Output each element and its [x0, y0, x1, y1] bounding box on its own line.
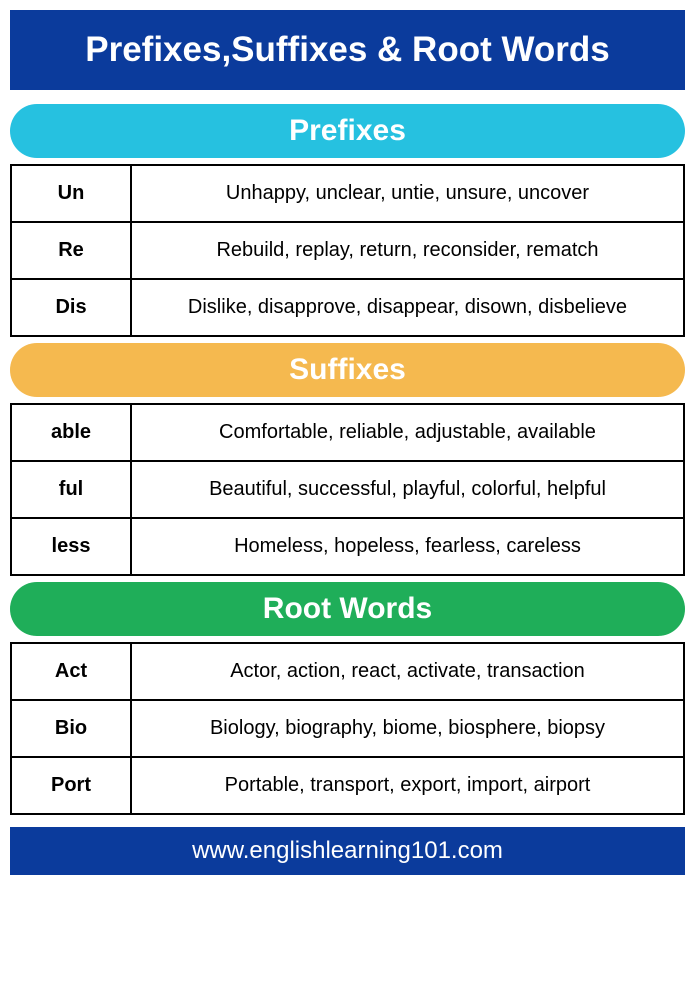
term-cell: less [11, 518, 131, 575]
examples-cell: Rebuild, replay, return, reconsider, rem… [131, 222, 684, 279]
examples-cell: Portable, transport, export, import, air… [131, 757, 684, 814]
term-cell: Re [11, 222, 131, 279]
examples-cell: Beautiful, successful, playful, colorful… [131, 461, 684, 518]
table-root-words: Act Actor, action, react, activate, tran… [10, 642, 685, 815]
examples-cell: Unhappy, unclear, untie, unsure, uncover [131, 165, 684, 222]
term-cell: Bio [11, 700, 131, 757]
term-cell: Act [11, 643, 131, 700]
table-row: able Comfortable, reliable, adjustable, … [11, 404, 684, 461]
term-cell: Dis [11, 279, 131, 336]
section-header-root-words: Root Words [10, 582, 685, 636]
table-row: Act Actor, action, react, activate, tran… [11, 643, 684, 700]
section-header-suffixes: Suffixes [10, 343, 685, 397]
term-cell: able [11, 404, 131, 461]
term-cell: ful [11, 461, 131, 518]
table-row: Dis Dislike, disapprove, disappear, diso… [11, 279, 684, 336]
table-row: less Homeless, hopeless, fearless, carel… [11, 518, 684, 575]
examples-cell: Actor, action, react, activate, transact… [131, 643, 684, 700]
table-prefixes: Un Unhappy, unclear, untie, unsure, unco… [10, 164, 685, 337]
examples-cell: Homeless, hopeless, fearless, careless [131, 518, 684, 575]
term-cell: Port [11, 757, 131, 814]
table-suffixes: able Comfortable, reliable, adjustable, … [10, 403, 685, 576]
footer-text: www.englishlearning101.com [10, 827, 685, 875]
examples-cell: Biology, biography, biome, biosphere, bi… [131, 700, 684, 757]
term-cell: Un [11, 165, 131, 222]
table-row: Port Portable, transport, export, import… [11, 757, 684, 814]
table-row: Re Rebuild, replay, return, reconsider, … [11, 222, 684, 279]
section-header-prefixes: Prefixes [10, 104, 685, 158]
page-title: Prefixes,Suffixes & Root Words [10, 10, 685, 90]
table-row: Un Unhappy, unclear, untie, unsure, unco… [11, 165, 684, 222]
examples-cell: Dislike, disapprove, disappear, disown, … [131, 279, 684, 336]
table-row: Bio Biology, biography, biome, biosphere… [11, 700, 684, 757]
examples-cell: Comfortable, reliable, adjustable, avail… [131, 404, 684, 461]
table-row: ful Beautiful, successful, playful, colo… [11, 461, 684, 518]
